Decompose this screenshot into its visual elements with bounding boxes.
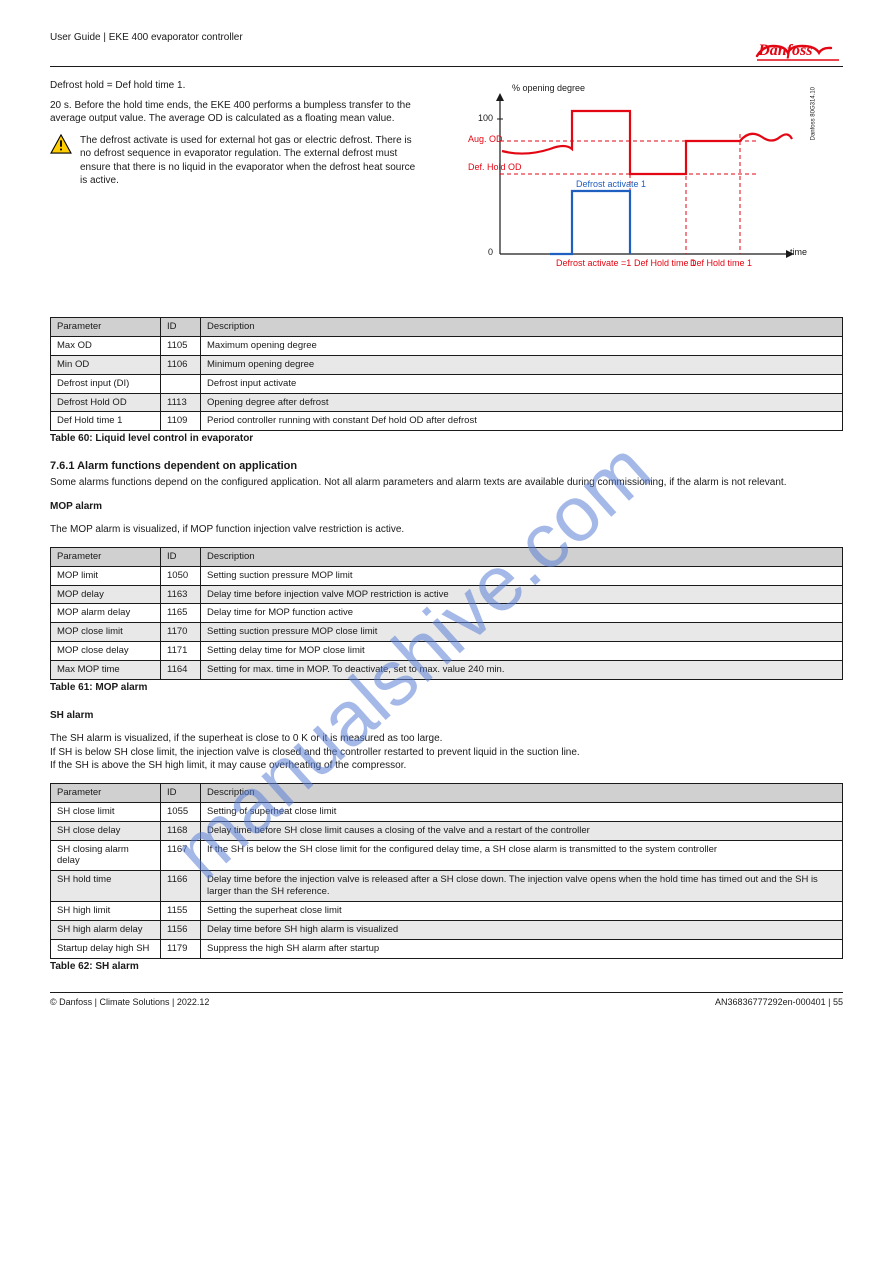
table-row: SH closing alarm delay1167If the SH is b… bbox=[51, 840, 843, 871]
table-row: MOP close limit1170Setting suction press… bbox=[51, 623, 843, 642]
intro-p1: Defrost hold = Def hold time 1. bbox=[50, 79, 420, 93]
page-container: User Guide | EKE 400 evaporator controll… bbox=[0, 0, 893, 1027]
warning-text: The defrost activate is used for externa… bbox=[80, 134, 420, 188]
left-text-col: Defrost hold = Def hold time 1. 20 s. Be… bbox=[50, 79, 420, 299]
chart-y-aug: Aug. OD bbox=[468, 135, 503, 144]
section-heading: 7.6.1 Alarm functions dependent on appli… bbox=[50, 460, 843, 472]
sh-heading: SH alarm bbox=[50, 709, 843, 723]
chart-y100: 100 bbox=[478, 113, 493, 123]
table-row: MOP delay1163Delay time before injection… bbox=[51, 585, 843, 604]
table-row: MOP alarm delay1165Delay time for MOP fu… bbox=[51, 604, 843, 623]
chart-y0: 0 bbox=[488, 247, 493, 257]
th-desc: Description bbox=[201, 783, 843, 802]
table-62-caption: Table 62: SH alarm bbox=[50, 961, 843, 972]
table-row: Parameter ID Description bbox=[51, 783, 843, 802]
chart-xt3: Def Hold time 1 bbox=[690, 259, 740, 268]
defrost-chart: % opening degree 100 Aug. OD Def. Hold O… bbox=[440, 79, 810, 299]
table-row: SH high limit1155Setting the superheat c… bbox=[51, 902, 843, 921]
table-row: SH hold time1166Delay time before the in… bbox=[51, 871, 843, 902]
th-id: ID bbox=[161, 783, 201, 802]
table-row: MOP limit1050Setting suction pressure MO… bbox=[51, 566, 843, 585]
th-param: Parameter bbox=[51, 318, 161, 337]
th-id: ID bbox=[161, 547, 201, 566]
table-row: Parameter ID Description bbox=[51, 318, 843, 337]
table-row: Max MOP time1164Setting for max. time in… bbox=[51, 661, 843, 680]
table-row: Startup delay high SH1179Suppress the hi… bbox=[51, 939, 843, 958]
chart-y-defhold: Def. Hold OD bbox=[468, 163, 498, 172]
page-header: User Guide | EKE 400 evaporator controll… bbox=[50, 32, 843, 67]
chart-xlabel: time bbox=[790, 247, 807, 257]
warning-block: The defrost activate is used for externa… bbox=[50, 134, 420, 188]
warning-icon bbox=[50, 134, 72, 154]
section-7-6-1: 7.6.1 Alarm functions dependent on appli… bbox=[50, 460, 843, 537]
th-param: Parameter bbox=[51, 783, 161, 802]
table-62: Parameter ID Description SH close limit1… bbox=[50, 783, 843, 959]
sh-alarm-section: SH alarm The SH alarm is visualized, if … bbox=[50, 709, 843, 773]
chart-xt1: Defrost activate =1 bbox=[556, 259, 606, 268]
table-row: Min OD1106Minimum opening degree bbox=[51, 355, 843, 374]
footer-left: © Danfoss | Climate Solutions | 2022.12 bbox=[50, 997, 209, 1007]
table-61: Parameter ID Description MOP limit1050Se… bbox=[50, 547, 843, 680]
chart-ytitle: % opening degree bbox=[512, 83, 585, 93]
footer-right: AN36836777292en-000401 | 55 bbox=[715, 997, 843, 1007]
chart-side-label: Danfoss 80G314.10 bbox=[810, 87, 816, 140]
table-row: SH high alarm delay1156Delay time before… bbox=[51, 920, 843, 939]
table-row: Max OD1105Maximum opening degree bbox=[51, 336, 843, 355]
th-desc: Description bbox=[201, 318, 843, 337]
mop-heading: MOP alarm bbox=[50, 500, 843, 514]
section-intro: Some alarms functions depend on the conf… bbox=[50, 476, 843, 490]
svg-text:Danfoss: Danfoss bbox=[757, 42, 812, 59]
sh-text: The SH alarm is visualized, if the super… bbox=[50, 732, 843, 773]
table-row: Defrost Hold OD1113Opening degree after … bbox=[51, 393, 843, 412]
page-footer: © Danfoss | Climate Solutions | 2022.12 … bbox=[50, 992, 843, 1007]
mop-text: The MOP alarm is visualized, if MOP func… bbox=[50, 523, 843, 537]
th-desc: Description bbox=[201, 547, 843, 566]
table-row: MOP close delay1171Setting delay time fo… bbox=[51, 642, 843, 661]
table-row: Parameter ID Description bbox=[51, 547, 843, 566]
th-param: Parameter bbox=[51, 547, 161, 566]
th-id: ID bbox=[161, 318, 201, 337]
table-61-caption: Table 61: MOP alarm bbox=[50, 682, 843, 693]
table-row: Def Hold time 11109Period controller run… bbox=[51, 412, 843, 431]
danfoss-logo-icon: Danfoss bbox=[755, 32, 843, 64]
table-row: SH close limit1055Setting of superheat c… bbox=[51, 802, 843, 821]
table-row: Defrost input (DI)Defrost input activate bbox=[51, 374, 843, 393]
chart-col: % opening degree 100 Aug. OD Def. Hold O… bbox=[440, 79, 843, 299]
chart-xt2: Def Hold time 1 bbox=[634, 259, 684, 268]
table-row: SH close delay1168Delay time before SH c… bbox=[51, 821, 843, 840]
chart-blue-label: Defrost activate 1 bbox=[576, 179, 646, 189]
top-two-column: Defrost hold = Def hold time 1. 20 s. Be… bbox=[50, 79, 843, 299]
table-60: Parameter ID Description Max OD1105Maxim… bbox=[50, 317, 843, 431]
table-60-caption: Table 60: Liquid level control in evapor… bbox=[50, 433, 843, 444]
header-title: User Guide | EKE 400 evaporator controll… bbox=[50, 32, 243, 43]
intro-p2: 20 s. Before the hold time ends, the EKE… bbox=[50, 99, 420, 126]
